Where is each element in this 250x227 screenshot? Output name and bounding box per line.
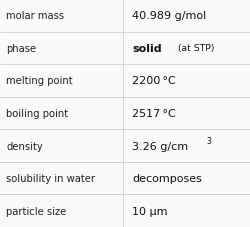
Text: boiling point: boiling point — [6, 109, 68, 118]
Text: molar mass: molar mass — [6, 11, 64, 21]
Text: melting point: melting point — [6, 76, 73, 86]
Text: (at STP): (at STP) — [178, 44, 214, 53]
Text: solubility in water: solubility in water — [6, 173, 95, 183]
Text: particle size: particle size — [6, 206, 66, 216]
Text: 40.989 g/mol: 40.989 g/mol — [132, 11, 207, 21]
Text: 10 μm: 10 μm — [132, 206, 168, 216]
Text: 2200 °C: 2200 °C — [132, 76, 176, 86]
Text: solid: solid — [132, 44, 162, 54]
Text: 3.26 g/cm: 3.26 g/cm — [132, 141, 189, 151]
Text: decomposes: decomposes — [132, 173, 202, 183]
Text: density: density — [6, 141, 43, 151]
Text: 2517 °C: 2517 °C — [132, 109, 176, 118]
Text: phase: phase — [6, 44, 36, 54]
Text: 3: 3 — [206, 137, 211, 146]
